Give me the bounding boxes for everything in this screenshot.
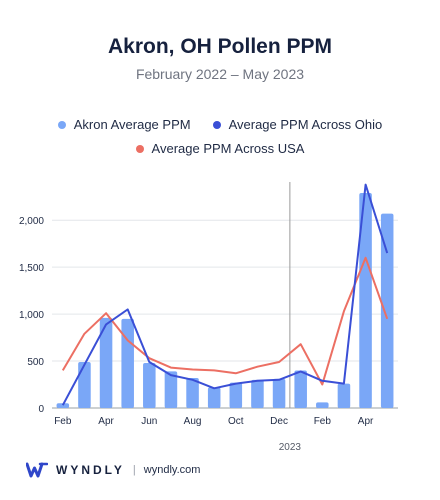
x-tick-label: Apr — [98, 416, 114, 427]
x-tick-label: Dec — [270, 416, 288, 427]
legend-usa-label: Average PPM Across USA — [151, 141, 305, 156]
bar — [380, 213, 394, 408]
bar — [56, 403, 70, 408]
y-tick-label: 2,000 — [19, 216, 44, 227]
bar — [272, 378, 286, 408]
bar — [229, 382, 243, 408]
legend-akron-dot — [57, 120, 66, 129]
legend-ohio-dot — [212, 120, 221, 129]
x-tick-label: Aug — [184, 416, 202, 427]
bar — [99, 317, 113, 408]
bar — [294, 370, 307, 408]
brand-name: WYNDLY — [56, 463, 125, 477]
series-line — [61, 183, 389, 406]
series-line — [61, 256, 389, 386]
legend-usa-dot — [135, 144, 144, 153]
bar — [121, 318, 134, 408]
y-tick-label: 1,000 — [19, 310, 44, 321]
bar — [78, 362, 91, 408]
legend-ohio-label: Average PPM Across Ohio — [228, 117, 383, 132]
x-tick-label: Feb — [54, 416, 72, 427]
x-tick-label: Feb — [314, 416, 332, 427]
legend-item-usa: Average PPM Across USA — [135, 141, 305, 156]
wyndly-logo-icon — [26, 462, 48, 478]
x-tick-label: Oct — [228, 416, 244, 427]
y-tick-label: 0 — [38, 404, 44, 415]
bar — [164, 371, 178, 408]
y-tick-label: 1,500 — [19, 263, 44, 274]
x-tick-label: Jun — [141, 416, 157, 427]
legend-row-1: Akron Average PPM Average PPM Across Ohi… — [0, 117, 440, 132]
legend-row-2: Average PPM Across USA — [0, 141, 440, 156]
pollen-chart: 0 500 1,000 1,500 2,000 Feb Apr Jun Aug Oct Dec Feb… — [19, 182, 398, 453]
footer-separator: | — [132, 464, 136, 476]
bar — [359, 193, 372, 408]
y-tick-label: 500 — [27, 357, 44, 368]
bar — [337, 383, 351, 408]
chart-subtitle: February 2022 – May 2023 — [135, 66, 305, 82]
x-tick-label: Apr — [358, 416, 374, 427]
bar — [251, 379, 264, 408]
bar — [143, 362, 156, 408]
bar — [186, 377, 199, 408]
footer: WYNDLY | wyndly.com — [26, 462, 200, 478]
legend-item-ohio: Average PPM Across Ohio — [212, 117, 383, 132]
legend-akron-label: Akron Average PPM — [73, 117, 191, 132]
legend-item-akron: Akron Average PPM — [57, 117, 191, 132]
year-label: 2023 — [279, 442, 302, 453]
chart-title: Akron, OH Pollen PPM — [107, 35, 333, 58]
bar — [207, 387, 221, 408]
bar — [316, 402, 329, 408]
brand-url[interactable]: wyndly.com — [143, 464, 201, 476]
